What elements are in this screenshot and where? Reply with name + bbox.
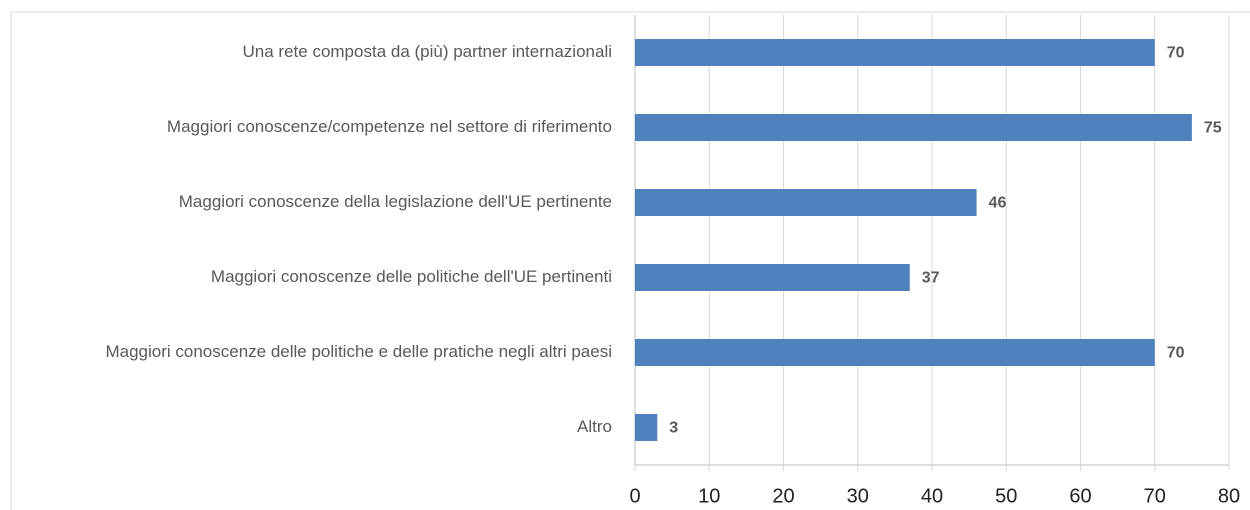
y-tick-label: Maggiori conoscenze/competenze nel setto… — [167, 117, 612, 136]
bar — [635, 39, 1155, 66]
x-tick-label: 70 — [1144, 485, 1166, 507]
bar — [635, 189, 977, 216]
x-tick-label: 60 — [1069, 485, 1091, 507]
y-tick-label: Maggiori conoscenze della legislazione d… — [179, 192, 612, 211]
value-label: 37 — [922, 270, 940, 287]
x-tick-label: 20 — [772, 485, 794, 507]
value-label: 70 — [1167, 345, 1185, 362]
x-tick-label: 50 — [995, 485, 1017, 507]
value-label: 3 — [669, 420, 678, 437]
value-label: 46 — [989, 195, 1007, 212]
y-tick-label: Maggiori conoscenze delle politiche dell… — [211, 267, 612, 286]
x-tick-label: 0 — [629, 485, 640, 507]
bar — [635, 114, 1192, 141]
y-tick-label: Altro — [577, 417, 612, 436]
y-tick-label: Una rete composta da (più) partner inter… — [243, 42, 612, 61]
x-tick-label: 10 — [698, 485, 720, 507]
x-tick-label: 80 — [1218, 485, 1240, 507]
bar — [635, 339, 1155, 366]
value-label: 75 — [1204, 120, 1222, 137]
x-tick-label: 40 — [921, 485, 943, 507]
y-tick-label: Maggiori conoscenze delle politiche e de… — [105, 342, 612, 361]
value-label: 70 — [1167, 45, 1185, 62]
bar — [635, 414, 658, 441]
bar — [635, 264, 910, 291]
x-tick-label: 30 — [847, 485, 869, 507]
